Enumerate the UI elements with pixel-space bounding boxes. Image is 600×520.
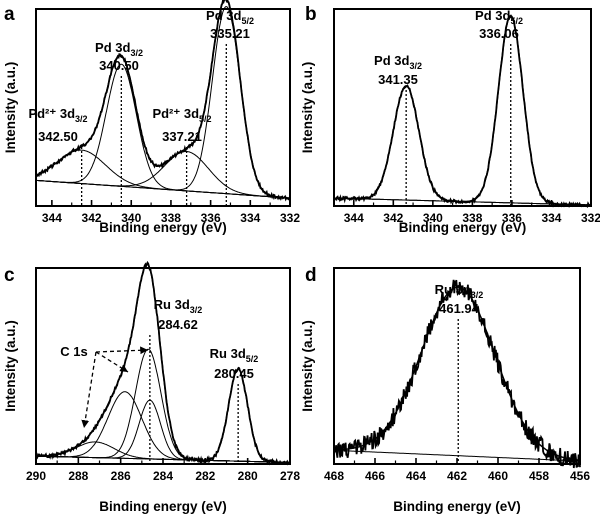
peak-value: 342.50 [38, 129, 78, 144]
fit-envelope [334, 15, 591, 206]
raw-spectrum [35, 0, 291, 202]
x-tick-label: 332 [280, 211, 300, 225]
peak-label: Pd 3d3/2 [374, 53, 422, 71]
x-tick-label: 460 [488, 469, 508, 483]
x-tick-label: 286 [111, 469, 131, 483]
raw-spectrum [35, 260, 291, 466]
peak-value: 461.94 [439, 301, 480, 316]
x-axis-label: Binding energy (eV) [99, 499, 227, 514]
x-tick-label: 340 [423, 211, 443, 225]
x-tick-label: 284 [153, 469, 173, 483]
x-tick-label: 340 [121, 211, 141, 225]
c1s-arrow [95, 346, 149, 355]
peak-value: 336.06 [479, 26, 519, 41]
plot-frame [333, 8, 592, 207]
chart-panel-a: a 344 342 340 338 336 334 332 Binding energy (eV… [3, 0, 300, 235]
x-tick-label: 280 [238, 469, 258, 483]
x-tick-label: 332 [581, 211, 600, 225]
x-tick-label: 338 [161, 211, 181, 225]
x-tick-label: 334 [240, 211, 260, 225]
x-tick-label: 282 [195, 469, 215, 483]
y-axis-label: Intensity (a.u.) [300, 62, 315, 154]
peak-value: 341.35 [378, 72, 418, 87]
x-axis-label: Binding energy (eV) [99, 220, 227, 235]
x-tick-label: 468 [324, 469, 344, 483]
panel-letter: a [4, 4, 15, 25]
x-tick-label: 334 [541, 211, 561, 225]
fit-component-2 [334, 15, 591, 206]
x-tick-label: 456 [570, 469, 590, 483]
x-tick-label: 342 [383, 211, 403, 225]
fit-envelope [35, 0, 290, 199]
plot-frame [35, 8, 291, 207]
panel-letter: d [305, 265, 317, 286]
x-tick-label: 344 [344, 211, 364, 225]
peak-label: Pd 3d5/2 [206, 8, 254, 26]
fit-component-2 [36, 63, 290, 199]
peak-label: Ru 3d5/2 [210, 346, 259, 364]
fit-component-1 [35, 149, 290, 199]
y-axis-label: Intensity (a.u.) [3, 62, 18, 154]
y-axis-label: Intensity (a.u.) [3, 320, 18, 412]
chart-panel-c: c 290 288 286 284 282 280 278 Binding energy (eV… [3, 260, 300, 514]
peak-value: 340.50 [99, 58, 139, 73]
x-tick-label: 278 [280, 469, 300, 483]
peak-value: 337.21 [162, 129, 202, 144]
x-tick-label: 290 [26, 469, 46, 483]
panel-letter: c [4, 265, 15, 286]
x-tick-label: 342 [82, 211, 102, 225]
chart-panel-d: d 468 466 464 462 460 458 456 Binding energy (eV… [300, 265, 590, 514]
fit-component-4 [36, 6, 290, 199]
peak-label: Ru 3d3/2 [154, 297, 203, 315]
x-axis-label: Binding energy (eV) [399, 220, 527, 235]
c1s-arrow [95, 351, 129, 373]
x-tick-label: 466 [365, 469, 385, 483]
peak-label: C 1s [60, 344, 87, 359]
x-tick-label: 462 [447, 469, 467, 483]
x-tick-label: 344 [42, 211, 62, 225]
peak-label: Pd²⁺ 3d5/2 [152, 106, 211, 124]
x-tick-label: 464 [406, 469, 426, 483]
panel-letter: b [305, 4, 317, 25]
fit-component-1 [334, 85, 591, 206]
raw-spectrum [333, 14, 592, 209]
c1s-arrow [81, 351, 97, 429]
peak-label: Pd 3d5/2 [475, 8, 523, 26]
x-tick-label: 288 [68, 469, 88, 483]
y-axis-label: Intensity (a.u.) [300, 320, 315, 412]
peak-value: 280.45 [214, 366, 254, 381]
baseline-curve [334, 449, 581, 462]
x-tick-label: 338 [462, 211, 482, 225]
peak-value: 335.21 [210, 26, 250, 41]
x-tick-label: 336 [201, 211, 221, 225]
raw-spectrum [333, 279, 581, 469]
peak-value: 284.62 [158, 317, 198, 332]
x-axis-label: Binding energy (eV) [393, 499, 521, 514]
chart-panel-b: b 344 342 340 338 336 334 332 Binding energy (eV… [300, 4, 600, 235]
x-tick-label: 458 [529, 469, 549, 483]
peak-label: Pd²⁺ 3d3/2 [28, 106, 87, 124]
x-tick-label: 336 [502, 211, 522, 225]
